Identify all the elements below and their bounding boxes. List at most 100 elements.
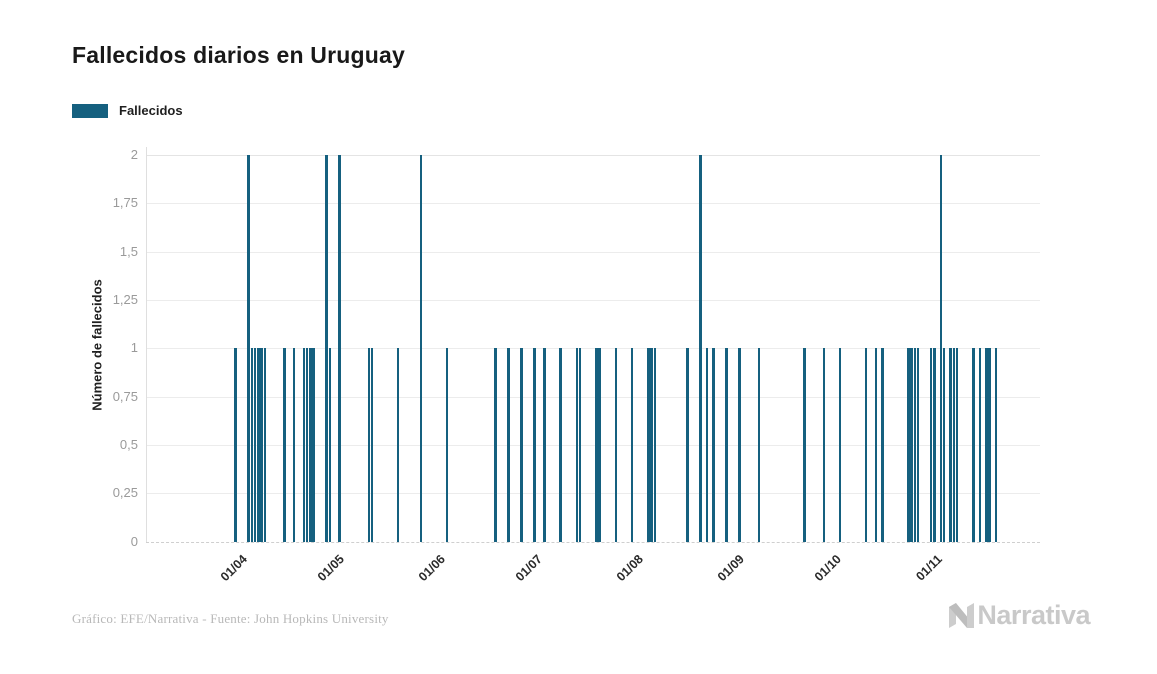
- bar[interactable]: [988, 348, 991, 542]
- bar[interactable]: [543, 348, 546, 542]
- y-tick-label: 1,25: [112, 291, 138, 307]
- bar[interactable]: [864, 348, 868, 542]
- y-tick-label: 1,75: [112, 195, 138, 211]
- x-tick-label: 01/08: [613, 552, 646, 585]
- x-tick-label: 01/09: [714, 552, 747, 585]
- x-tick-label: 01/06: [415, 552, 448, 585]
- bar[interactable]: [614, 348, 617, 542]
- bar[interactable]: [260, 348, 263, 542]
- source-credit: Gráfico: EFE/Narrativa - Fuente: John Ho…: [72, 611, 389, 626]
- bar[interactable]: [881, 348, 884, 542]
- bar[interactable]: [942, 348, 946, 542]
- x-tick-label: 01/05: [314, 552, 347, 585]
- bar[interactable]: [325, 155, 328, 542]
- bar[interactable]: [916, 348, 920, 542]
- bar[interactable]: [994, 348, 998, 542]
- bar[interactable]: [699, 155, 702, 542]
- gridline: [146, 203, 1040, 205]
- bar[interactable]: [247, 155, 250, 542]
- bar[interactable]: [838, 348, 842, 542]
- bar[interactable]: [939, 155, 942, 542]
- bar[interactable]: [738, 348, 741, 542]
- bar[interactable]: [686, 348, 689, 542]
- x-tick-label: 01/11: [913, 552, 945, 584]
- gridline: [146, 493, 1040, 495]
- bar[interactable]: [559, 348, 562, 542]
- bar[interactable]: [705, 348, 708, 542]
- bar[interactable]: [253, 348, 257, 542]
- bar[interactable]: [933, 348, 936, 542]
- bar[interactable]: [312, 348, 315, 542]
- gridline: [146, 299, 1040, 301]
- bar[interactable]: [533, 348, 536, 542]
- bar[interactable]: [507, 348, 510, 542]
- legend-swatch: [72, 103, 108, 118]
- bar[interactable]: [725, 348, 728, 542]
- legend-label: Fallecidos: [119, 103, 183, 118]
- y-tick-label: 2: [130, 147, 138, 162]
- y-tick-label: 0,5: [119, 436, 138, 452]
- gridline: [146, 155, 1040, 156]
- bar[interactable]: [309, 348, 312, 542]
- bar[interactable]: [302, 348, 305, 542]
- y-tick-label: 0,75: [112, 388, 138, 404]
- bar[interactable]: [575, 348, 578, 542]
- bar[interactable]: [653, 348, 656, 542]
- bar[interactable]: [257, 348, 260, 542]
- bar[interactable]: [978, 348, 981, 542]
- y-axis-line: [146, 147, 147, 542]
- bar[interactable]: [283, 348, 286, 542]
- x-axis-baseline: [146, 541, 1040, 543]
- bar[interactable]: [955, 348, 959, 542]
- bar[interactable]: [598, 348, 601, 542]
- bar[interactable]: [952, 348, 955, 542]
- bar[interactable]: [647, 348, 650, 542]
- bar[interactable]: [520, 348, 523, 542]
- narrativa-logo[interactable]: Narrativa: [948, 600, 1090, 631]
- gridline: [146, 348, 1040, 350]
- bar[interactable]: [292, 348, 296, 542]
- bar[interactable]: [949, 348, 952, 542]
- bar[interactable]: [419, 155, 422, 542]
- bar[interactable]: [822, 348, 825, 542]
- bar[interactable]: [367, 348, 370, 542]
- bar[interactable]: [494, 348, 497, 542]
- bar[interactable]: [445, 348, 448, 542]
- bar[interactable]: [972, 348, 975, 542]
- gridline: [146, 396, 1040, 398]
- bar[interactable]: [328, 348, 331, 542]
- bar[interactable]: [370, 348, 374, 542]
- bar[interactable]: [929, 348, 933, 542]
- y-tick-label: 0: [130, 533, 138, 549]
- bar[interactable]: [578, 348, 582, 542]
- bar[interactable]: [712, 348, 715, 542]
- bar[interactable]: [396, 348, 400, 542]
- x-tick-label: 01/04: [217, 552, 250, 585]
- bar[interactable]: [250, 348, 253, 542]
- y-tick-label: 1: [130, 340, 138, 356]
- bar[interactable]: [907, 348, 910, 542]
- bar[interactable]: [595, 348, 598, 542]
- bar[interactable]: [757, 348, 760, 542]
- bar[interactable]: [910, 348, 913, 542]
- x-tick-label: 01/07: [513, 552, 546, 585]
- bar[interactable]: [263, 348, 266, 542]
- chart-title: Fallecidos diarios en Uruguay: [72, 42, 405, 68]
- bar[interactable]: [338, 155, 341, 542]
- bar[interactable]: [803, 348, 806, 542]
- x-tick-label: 01/10: [812, 552, 845, 585]
- y-tick-label: 0,25: [112, 485, 138, 501]
- bar[interactable]: [305, 348, 309, 542]
- bar[interactable]: [985, 348, 988, 542]
- narrativa-logo-text: Narrativa: [977, 600, 1090, 630]
- bar[interactable]: [913, 348, 916, 542]
- y-tick-label: 1,5: [119, 243, 138, 259]
- bar[interactable]: [630, 348, 634, 542]
- bar[interactable]: [650, 348, 653, 542]
- bar[interactable]: [234, 348, 237, 542]
- bar[interactable]: [874, 348, 877, 542]
- gridline: [146, 444, 1040, 446]
- gridline: [146, 251, 1040, 253]
